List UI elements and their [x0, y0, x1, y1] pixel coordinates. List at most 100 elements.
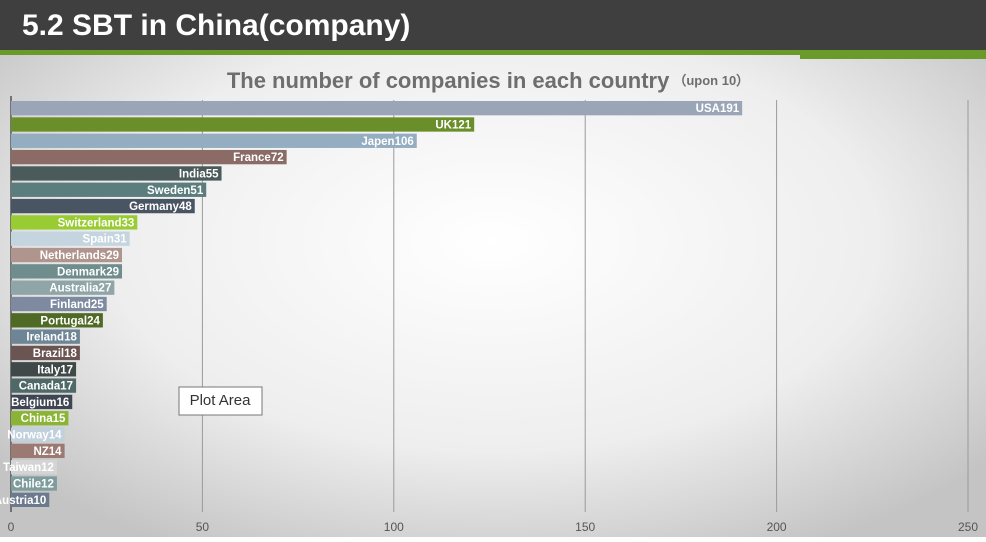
- value-label: 10: [33, 495, 46, 507]
- data-label: Ireland18: [26, 332, 77, 344]
- bar: [11, 149, 287, 165]
- category-label: Ireland: [26, 332, 64, 344]
- category-label: China: [21, 413, 54, 425]
- value-label: 106: [395, 136, 414, 148]
- x-tick-label: 150: [575, 520, 595, 534]
- bar: [11, 166, 222, 181]
- data-label: Switzerland33: [58, 217, 135, 229]
- value-label: 18: [64, 332, 77, 344]
- category-label: Netherlands: [40, 250, 106, 262]
- data-label: Italy17: [37, 364, 73, 376]
- bar: [11, 264, 123, 279]
- value-label: 33: [122, 217, 135, 229]
- tooltip-box: [178, 386, 263, 416]
- data-label: France72: [233, 152, 284, 164]
- tooltip: Plot Area: [178, 386, 263, 416]
- category-label: Finland: [50, 299, 91, 311]
- category-label: Belgium: [11, 397, 56, 409]
- bar: [11, 117, 475, 132]
- data-label: Portugal24: [40, 315, 100, 327]
- x-tick-label: 200: [767, 520, 787, 534]
- value-label: 48: [179, 201, 192, 213]
- value-label: 121: [452, 120, 472, 132]
- data-label: Netherlands29: [40, 250, 119, 262]
- bar: [11, 492, 50, 507]
- bar: [11, 460, 57, 475]
- category-label: USA: [696, 103, 720, 115]
- bar: [11, 427, 65, 442]
- tooltip-text: Plot Area: [190, 392, 252, 409]
- data-label: Taiwan12: [3, 462, 54, 474]
- data-label: USA191: [696, 103, 740, 115]
- category-label: Italy: [37, 364, 61, 376]
- x-tick-label: 50: [196, 520, 210, 534]
- bar: [11, 231, 130, 246]
- bar: [11, 378, 77, 393]
- value-label: 29: [106, 250, 119, 262]
- value-label: 17: [60, 364, 73, 376]
- value-label: 16: [56, 397, 69, 409]
- chart-title-main: The number of companies in each country: [227, 68, 670, 93]
- data-label: Brazil18: [33, 348, 78, 360]
- x-tick-label: 0: [8, 520, 15, 534]
- data-label: Germany48: [129, 201, 192, 213]
- slide-title: 5.2 SBT in China(company): [22, 9, 410, 42]
- value-label: 18: [64, 348, 77, 360]
- header-stripe-right: [800, 55, 986, 59]
- category-label: Canada: [19, 381, 61, 393]
- value-label: 15: [53, 413, 66, 425]
- value-label: 29: [106, 266, 119, 278]
- value-label: 27: [99, 283, 112, 295]
- category-label: Sweden: [147, 185, 190, 197]
- bar: [11, 101, 743, 116]
- x-tick-label: 250: [958, 520, 978, 534]
- data-label: Belgium16: [11, 397, 69, 409]
- data-label: India55: [179, 168, 219, 180]
- chart-subtitle: （upon 10）: [673, 73, 749, 88]
- value-label: 14: [49, 446, 62, 458]
- data-label: UK121: [435, 120, 471, 132]
- category-label: Switzerland: [58, 217, 122, 229]
- bar: [11, 345, 80, 361]
- data-label: Spain31: [83, 234, 128, 246]
- value-label: 12: [41, 479, 54, 491]
- plot-area: 0 50 100 150 200 250 USA191 UK121 Japen106 France…: [0, 96, 978, 534]
- category-label: India: [179, 168, 206, 180]
- header-bar: [0, 0, 986, 50]
- data-label: Denmark29: [57, 266, 119, 278]
- bar: [11, 215, 138, 230]
- category-label: Germany: [129, 201, 179, 213]
- data-label: Chile12: [13, 479, 54, 491]
- bar: [11, 362, 77, 377]
- bar: [11, 247, 123, 263]
- bar: [11, 476, 57, 491]
- category-label: Austria: [0, 495, 34, 507]
- category-label: Norway: [7, 430, 49, 442]
- category-label: NZ: [33, 446, 48, 458]
- value-label: 25: [91, 299, 104, 311]
- category-label: Brazil: [33, 348, 64, 360]
- value-label: 72: [271, 152, 284, 164]
- value-label: 191: [720, 103, 740, 115]
- data-label: Japen106: [361, 136, 413, 148]
- data-label: NZ14: [33, 446, 62, 458]
- bar: [11, 329, 80, 344]
- category-label: UK: [435, 120, 452, 132]
- bar: [11, 280, 115, 295]
- bar: [11, 198, 195, 214]
- data-label: Canada17: [19, 381, 73, 393]
- category-label: Spain: [83, 234, 114, 246]
- data-label: Finland25: [50, 299, 104, 311]
- bar: [11, 313, 103, 328]
- data-label: Sweden51: [147, 185, 204, 197]
- chart-title: The number of companies in each country （…: [227, 68, 749, 93]
- bar: [11, 182, 207, 197]
- category-label: Australia: [49, 283, 99, 295]
- value-label: 55: [206, 168, 219, 180]
- category-label: Japen: [361, 136, 394, 148]
- header-stripe: [0, 50, 986, 55]
- category-label: Taiwan: [3, 462, 41, 474]
- data-label: China15: [21, 413, 66, 425]
